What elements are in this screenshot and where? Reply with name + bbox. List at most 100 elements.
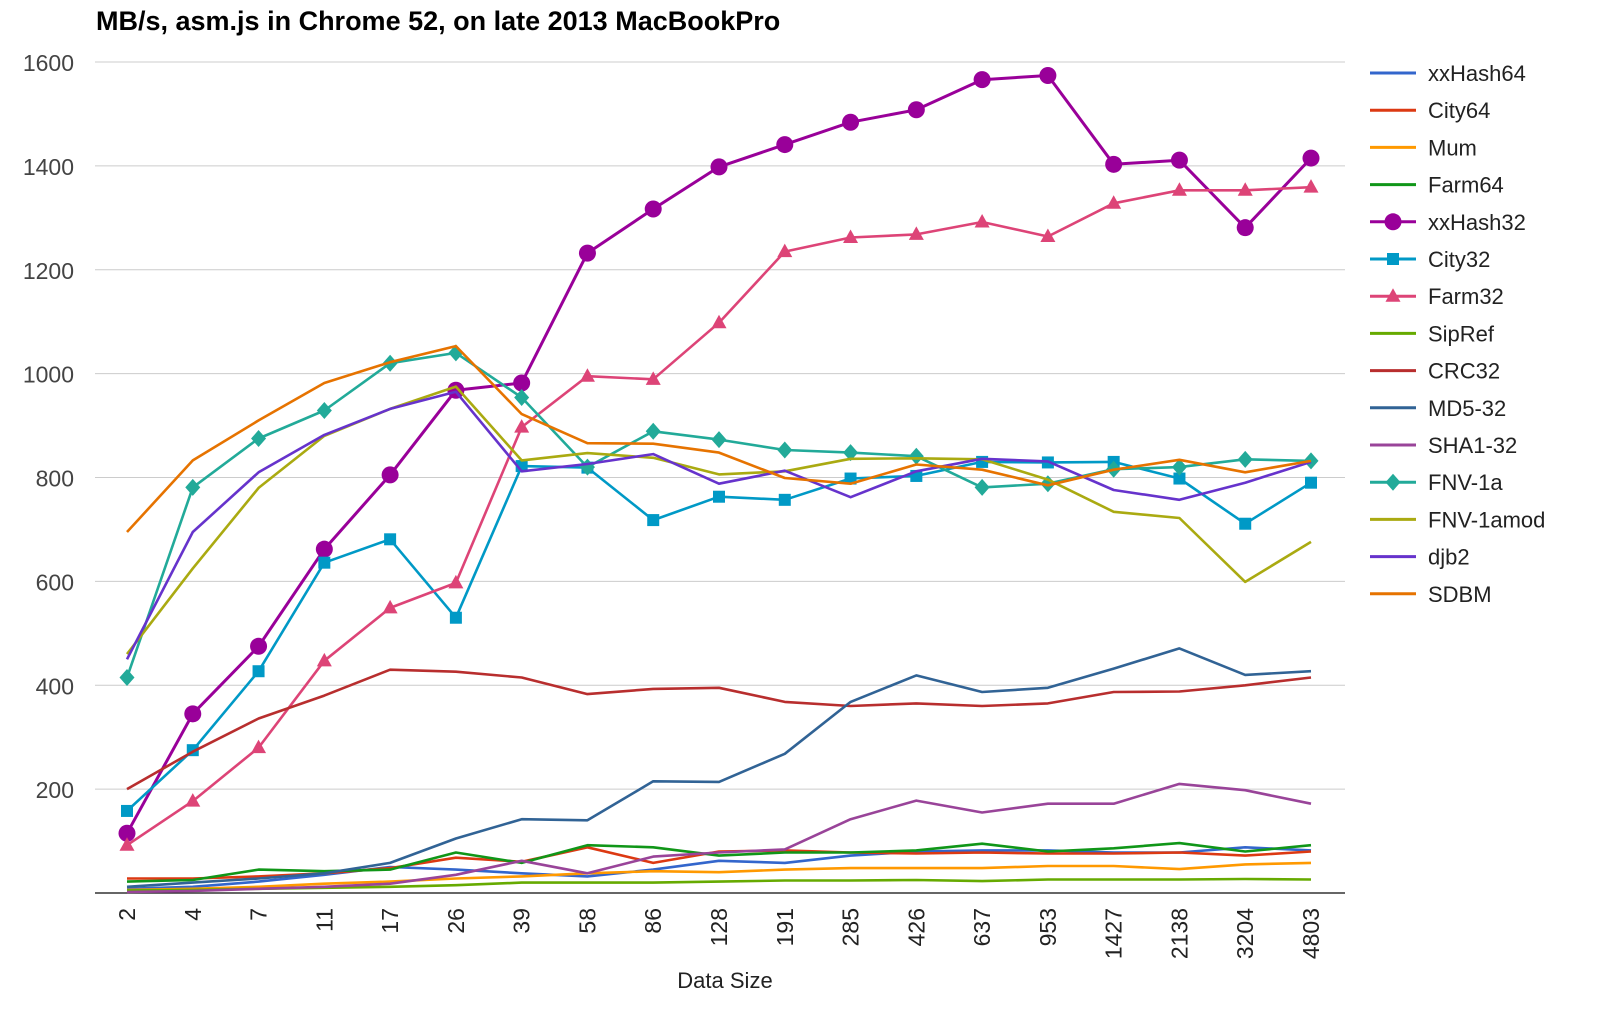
data-point-farm32 xyxy=(1303,179,1319,193)
legend-item-farm64: Farm64 xyxy=(1370,173,1504,198)
data-point-city32 xyxy=(384,533,397,546)
series-mum xyxy=(126,861,1312,892)
data-point-fnv-1a xyxy=(645,422,661,440)
data-point-farm32 xyxy=(448,574,464,589)
data-point-xxhash32 xyxy=(842,113,860,131)
legend-item-xxhash64: xxHash64 xyxy=(1370,61,1526,86)
data-point-city32 xyxy=(318,556,331,569)
legend-label: City64 xyxy=(1428,98,1490,123)
data-point-xxhash32 xyxy=(644,200,662,218)
series-fnv-1amod xyxy=(125,385,1312,655)
data-point-xxhash32 xyxy=(907,101,925,119)
legend-label: FNV-1amod xyxy=(1428,507,1545,532)
x-tick-label: 86 xyxy=(640,908,666,934)
legend-label: FNV-1a xyxy=(1428,470,1503,495)
data-point-xxhash32 xyxy=(381,466,399,484)
data-point-farm32 xyxy=(119,837,135,851)
x-tick-label: 7 xyxy=(246,908,272,921)
legend-label: SDBM xyxy=(1428,582,1492,607)
legend-item-mum: Mum xyxy=(1370,135,1477,160)
legend-marker xyxy=(1384,213,1402,231)
x-tick-label: 26 xyxy=(443,908,469,934)
x-tick-label: 39 xyxy=(509,908,535,934)
series-line-djb2 xyxy=(125,390,1312,660)
legend-item-fnv-1amod: FNV-1amod xyxy=(1370,507,1545,532)
data-point-fnv-1a xyxy=(711,431,727,449)
data-point-xxhash32 xyxy=(1302,149,1320,167)
x-tick-label: 426 xyxy=(903,908,929,946)
data-point-fnv-1a xyxy=(777,441,793,459)
data-point-xxhash32 xyxy=(250,637,268,655)
legend-label: djb2 xyxy=(1428,545,1470,570)
series-line-farm64 xyxy=(126,841,1312,883)
data-point-city32 xyxy=(449,611,462,624)
chart-title: MB/s, asm.js in Chrome 52, on late 2013 … xyxy=(96,6,781,36)
axes: 200 400 600 800 1000 1200 1400 1600 2 4 7 11 17 26 39 5… xyxy=(23,50,1324,993)
series-line-xxhash32 xyxy=(125,74,1313,835)
legend-item-sipref: SipRef xyxy=(1370,321,1495,346)
legend-marker xyxy=(1385,288,1401,302)
series-sdbm xyxy=(126,344,1312,533)
legend-item-city32: City32 xyxy=(1370,247,1490,272)
gridlines xyxy=(95,61,1345,894)
data-point-farm32 xyxy=(316,652,332,667)
x-tick-label: 2 xyxy=(114,908,140,921)
data-point-fnv-1a xyxy=(514,389,530,407)
series-sha1-32 xyxy=(126,782,1312,894)
legend-marker xyxy=(1385,473,1401,491)
x-tick-label: 58 xyxy=(574,908,600,934)
data-point-farm32 xyxy=(974,213,990,228)
series-farm32 xyxy=(119,179,1319,851)
x-tick-label: 637 xyxy=(969,908,995,946)
data-point-farm32 xyxy=(908,226,924,240)
legend-label: xxHash64 xyxy=(1428,61,1526,86)
legend: xxHash64 City64 Mum Farm64 xxHash32 City32 Far… xyxy=(1370,61,1545,607)
series-xxhash32 xyxy=(118,67,1320,842)
y-tick-label: 1200 xyxy=(23,258,74,284)
y-tick-label: 1000 xyxy=(23,362,74,388)
legend-item-md5-32: MD5-32 xyxy=(1370,396,1506,421)
data-point-city32 xyxy=(647,514,660,527)
legend-label: SHA1-32 xyxy=(1428,433,1517,458)
series-line-sha1-32 xyxy=(126,782,1312,894)
x-tick-label: 1427 xyxy=(1101,908,1127,959)
data-point-fnv-1a xyxy=(974,478,990,496)
y-tick-label: 400 xyxy=(36,673,74,699)
legend-item-sha1-32: SHA1-32 xyxy=(1370,433,1517,458)
x-tick-label: 4 xyxy=(180,908,206,921)
data-point-farm32 xyxy=(1106,195,1122,209)
data-point-farm32 xyxy=(1040,228,1056,243)
legend-label: MD5-32 xyxy=(1428,396,1506,421)
data-point-farm32 xyxy=(382,599,398,614)
data-point-xxhash32 xyxy=(1170,151,1188,169)
data-point-fnv-1a xyxy=(316,402,332,420)
data-point-farm32 xyxy=(645,371,661,385)
x-tick-label: 2138 xyxy=(1166,908,1192,959)
legend-item-xxhash32: xxHash32 xyxy=(1370,210,1526,235)
y-tick-label: 1400 xyxy=(23,154,74,180)
legend-item-sdbm: SDBM xyxy=(1370,582,1492,607)
data-point-farm32 xyxy=(579,368,595,382)
data-point-farm32 xyxy=(1237,182,1253,196)
data-point-city32 xyxy=(1239,517,1252,530)
data-point-farm32 xyxy=(711,314,727,329)
y-tick-label: 200 xyxy=(36,777,74,803)
x-tick-label: 191 xyxy=(772,908,798,946)
series-line-fnv-1a xyxy=(125,351,1312,678)
data-point-fnv-1a xyxy=(843,444,859,462)
series-djb2 xyxy=(125,390,1312,660)
series-lines xyxy=(118,67,1320,894)
y-tick-label: 1600 xyxy=(23,50,74,76)
series-line-farm32 xyxy=(126,185,1312,847)
series-line-fnv-1amod xyxy=(125,385,1312,655)
legend-label: Farm64 xyxy=(1428,173,1504,198)
series-farm64 xyxy=(126,841,1312,883)
x-tick-label: 3204 xyxy=(1232,908,1258,959)
data-point-city32 xyxy=(1173,472,1186,485)
series-line-crc32 xyxy=(126,668,1312,791)
y-tick-label: 800 xyxy=(36,466,74,492)
data-point-city32 xyxy=(713,490,725,503)
y-tick-label: 600 xyxy=(36,569,74,595)
